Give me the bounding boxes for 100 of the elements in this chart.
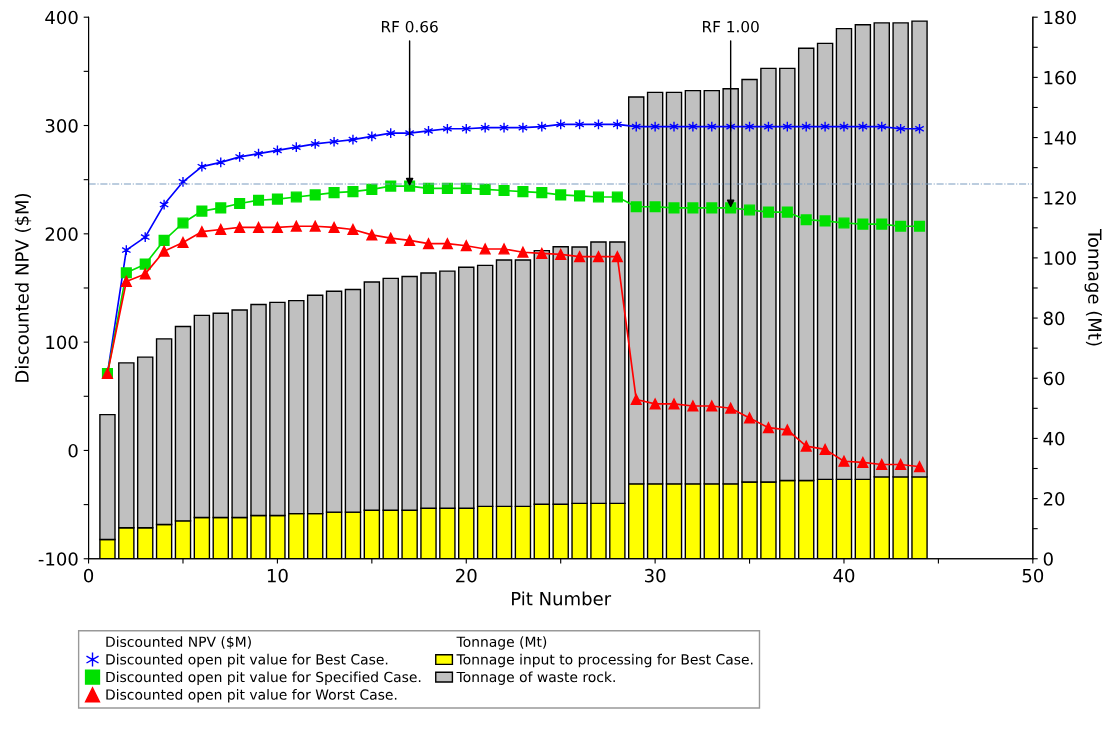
point — [913, 461, 926, 473]
point — [517, 186, 529, 198]
point — [781, 206, 793, 218]
y2-tick-label: 80 — [1043, 311, 1065, 326]
point — [159, 199, 170, 211]
point — [139, 268, 151, 280]
x-tick-label: 30 — [645, 568, 666, 583]
point — [517, 246, 529, 258]
point — [215, 223, 227, 236]
point — [310, 138, 321, 150]
point — [252, 221, 265, 233]
point — [555, 189, 567, 201]
point — [499, 122, 509, 134]
point — [913, 220, 926, 232]
point — [177, 236, 189, 249]
point — [309, 189, 321, 201]
point — [329, 136, 339, 148]
point — [895, 220, 907, 232]
text: Discounted NPV ($M) — [106, 636, 251, 649]
point — [518, 122, 528, 134]
point — [574, 251, 586, 263]
point — [480, 122, 491, 134]
y2-tick-label: 160 — [1044, 70, 1076, 85]
point — [441, 238, 453, 250]
point — [536, 121, 547, 133]
point — [234, 221, 246, 233]
point — [838, 455, 850, 467]
y-tick-label: 200 — [45, 227, 78, 241]
point — [215, 202, 227, 214]
point — [479, 243, 491, 255]
point — [422, 238, 435, 250]
point — [196, 226, 208, 238]
y2-tick-label: 180 — [1044, 10, 1076, 25]
point — [592, 251, 605, 263]
point — [838, 217, 850, 229]
point — [347, 186, 359, 198]
x-axis-title: Pit Number — [512, 591, 612, 606]
point — [234, 197, 246, 210]
point — [819, 215, 831, 227]
point — [706, 400, 718, 412]
x-tick-label: 20 — [456, 568, 477, 583]
point — [725, 402, 737, 414]
x-tick-label: 10 — [267, 568, 288, 583]
y2-tick-label: 100 — [1044, 251, 1076, 266]
x-tick-label: 50 — [1022, 568, 1044, 583]
point — [366, 229, 378, 241]
point — [555, 248, 567, 260]
point — [120, 275, 132, 288]
point — [611, 251, 623, 263]
point — [385, 232, 397, 244]
point — [781, 424, 793, 436]
y2-tick-label: 140 — [1044, 131, 1076, 145]
point — [669, 121, 679, 133]
legend-label: Discounted open pit value for Best Case. — [106, 653, 388, 668]
point — [743, 412, 756, 424]
point — [650, 121, 661, 133]
point — [536, 247, 548, 259]
y-tick-label: 300 — [45, 118, 78, 133]
y-tick-label: 400 — [45, 10, 78, 25]
point — [309, 220, 321, 232]
y-tick-label: -100 — [38, 552, 78, 566]
point — [630, 201, 642, 213]
point — [668, 202, 680, 214]
annotation: RF 1.00 — [703, 20, 759, 33]
point — [839, 121, 849, 133]
point — [876, 458, 888, 471]
text: Tonnage (Mt) — [456, 636, 547, 650]
point — [630, 393, 642, 406]
y-tick-label: 100 — [46, 335, 78, 350]
point — [139, 258, 151, 270]
point — [536, 187, 548, 199]
point — [366, 130, 377, 142]
point — [404, 234, 416, 246]
point — [290, 220, 302, 232]
point — [706, 202, 718, 214]
point — [743, 204, 756, 216]
point — [328, 221, 340, 233]
point — [120, 267, 132, 279]
point — [271, 193, 283, 205]
point — [668, 398, 680, 410]
point — [498, 184, 510, 197]
y2-tick-label: 60 — [1043, 371, 1065, 386]
point — [762, 422, 774, 434]
point — [857, 218, 869, 230]
point — [479, 183, 491, 195]
point — [328, 187, 340, 199]
point — [819, 443, 831, 455]
y2-tick-label: 0 — [1043, 552, 1053, 566]
point — [800, 214, 812, 226]
point — [158, 245, 170, 257]
point — [177, 217, 189, 229]
point — [252, 194, 265, 206]
point — [800, 440, 812, 452]
point — [649, 398, 661, 410]
point — [687, 121, 698, 133]
point — [611, 191, 623, 203]
y-tick-label: 0 — [68, 443, 78, 458]
point — [857, 121, 868, 133]
point — [460, 240, 472, 252]
point — [649, 201, 661, 213]
